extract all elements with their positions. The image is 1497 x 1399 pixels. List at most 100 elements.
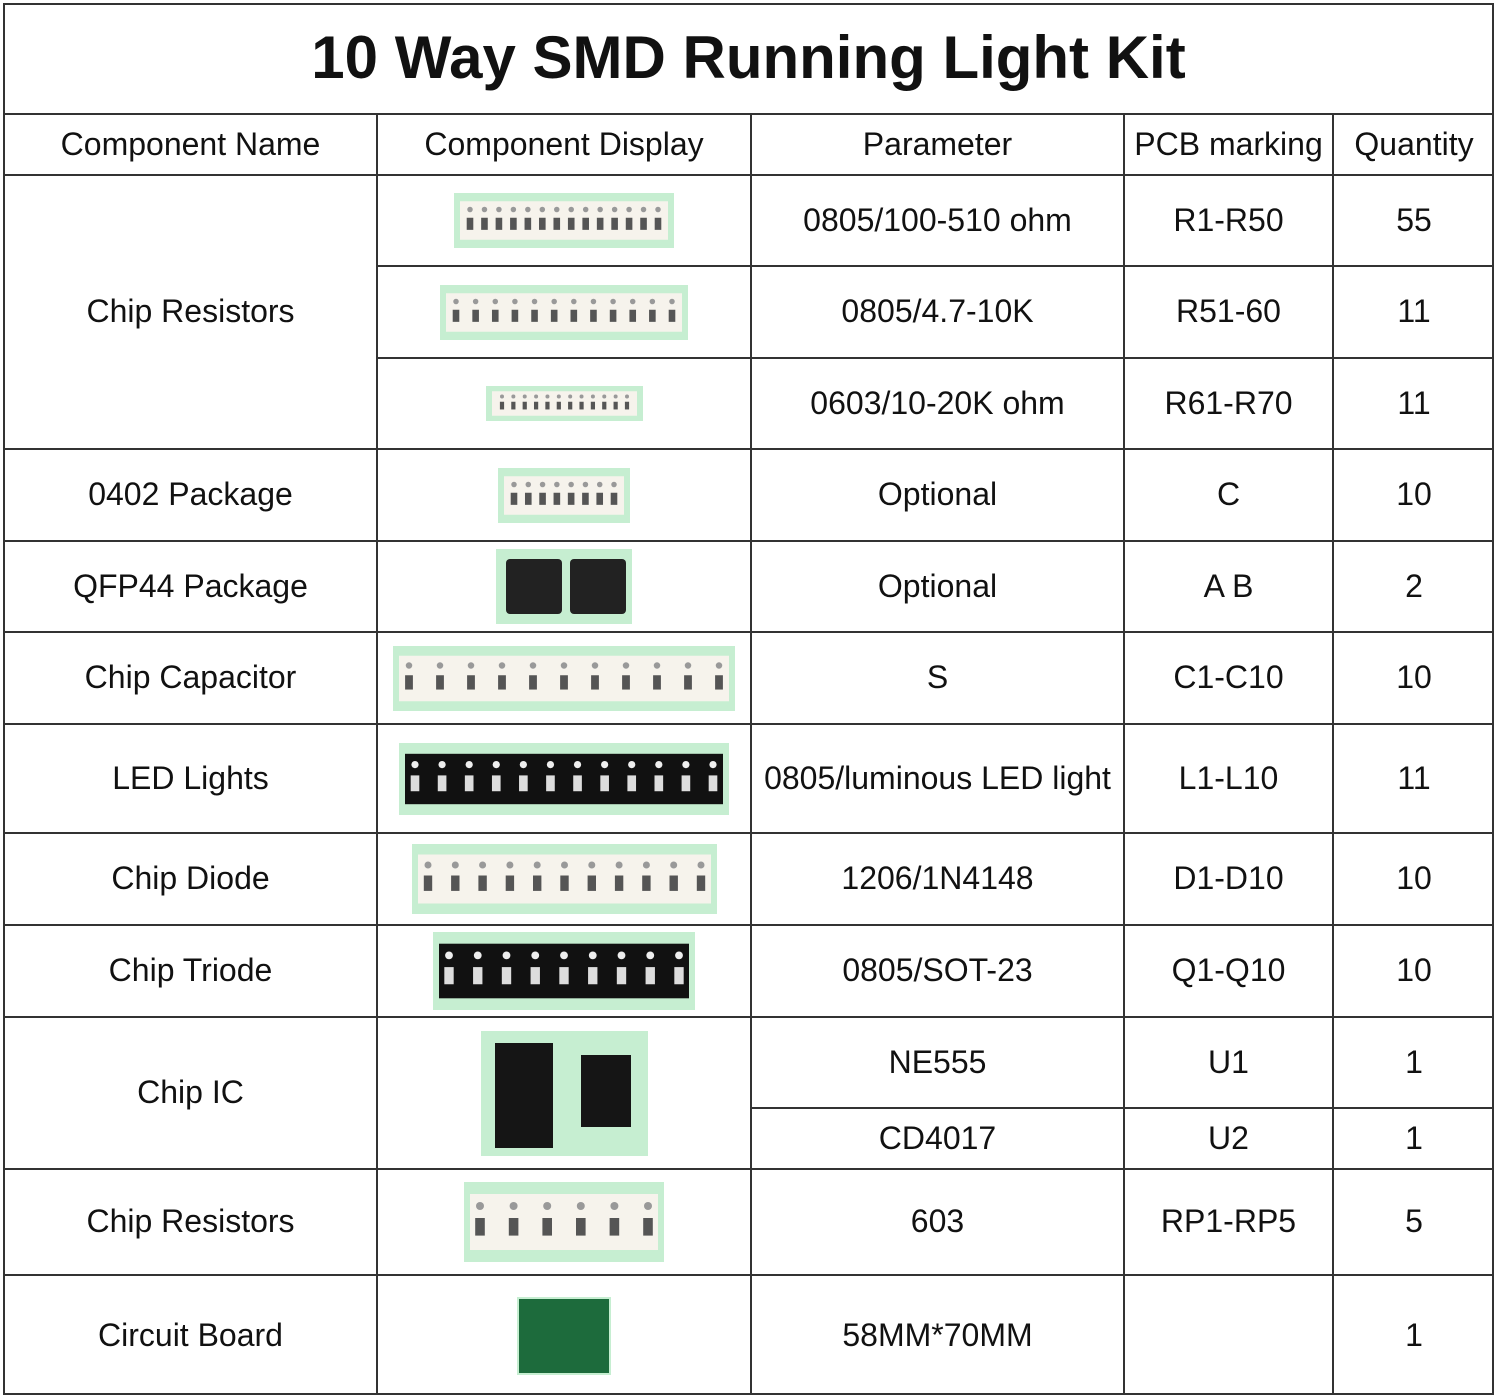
pcb-marking: Q1-Q10	[1123, 924, 1332, 1016]
hole	[498, 661, 506, 669]
hole	[502, 951, 511, 960]
component-display	[376, 1274, 750, 1395]
chip	[501, 967, 512, 985]
hole	[451, 861, 459, 869]
parameter: Optional	[750, 540, 1123, 631]
chip	[437, 774, 447, 791]
pcb-marking: A B	[1123, 540, 1332, 631]
chip	[641, 875, 651, 891]
chip	[654, 217, 662, 230]
qfp-chip	[506, 559, 562, 614]
parameter: 0805/luminous LED light	[750, 723, 1123, 832]
component-display	[376, 832, 750, 924]
hole	[543, 1202, 552, 1210]
component-name: Chip Triode	[3, 924, 376, 1016]
chip	[684, 674, 692, 690]
hole	[438, 760, 446, 768]
chip	[609, 1218, 620, 1236]
component-image	[440, 284, 688, 340]
chip	[588, 967, 598, 985]
hole	[525, 206, 531, 213]
component-image	[498, 467, 630, 523]
component-display	[376, 448, 750, 540]
hole	[496, 206, 502, 213]
hole	[684, 661, 692, 669]
hole	[478, 861, 486, 869]
chip	[510, 492, 518, 505]
component-display	[376, 265, 750, 357]
hole	[669, 861, 677, 869]
hole	[579, 394, 584, 399]
chip	[553, 217, 561, 230]
hole	[539, 206, 546, 213]
hole	[640, 206, 647, 213]
hole	[510, 206, 517, 213]
parameter: 603	[750, 1168, 1123, 1274]
chip	[708, 774, 718, 791]
hole	[544, 394, 549, 399]
hole	[436, 661, 444, 669]
header-cell: Component Display	[376, 113, 750, 174]
component-display	[376, 723, 750, 832]
chip	[511, 309, 519, 322]
title: 10 Way SMD Running Light Kit	[311, 24, 1186, 91]
hole	[525, 481, 532, 487]
pcb	[519, 1298, 609, 1373]
component-display	[376, 924, 750, 1016]
hole	[601, 760, 609, 768]
chip	[510, 217, 517, 230]
chip	[539, 492, 546, 505]
chip	[452, 309, 460, 322]
component-image	[454, 193, 674, 248]
hole	[505, 861, 513, 869]
component-display	[376, 357, 750, 448]
chip	[669, 875, 678, 891]
component-image	[399, 742, 729, 815]
chip	[410, 774, 420, 791]
pcb-marking: R51-60	[1123, 265, 1332, 357]
tape	[504, 475, 624, 515]
hole	[587, 861, 595, 869]
component-image	[393, 645, 735, 711]
header-cell: Parameter	[750, 113, 1123, 174]
chip	[464, 774, 474, 791]
hole	[610, 298, 616, 304]
parameter: 0805/SOT-23	[750, 924, 1123, 1016]
quantity: 1	[1332, 1274, 1494, 1395]
hole	[554, 481, 560, 487]
chip	[556, 401, 561, 410]
chip	[567, 492, 575, 505]
chip	[576, 1218, 586, 1236]
chip	[539, 217, 546, 230]
chip	[624, 401, 629, 410]
tape	[470, 1194, 658, 1250]
component-display	[376, 174, 750, 265]
hole	[610, 1202, 619, 1210]
pcb-marking: R61-R70	[1123, 357, 1332, 448]
hole	[405, 661, 413, 669]
chip	[582, 217, 589, 230]
chip	[532, 875, 541, 891]
chip	[696, 875, 705, 891]
hole	[588, 951, 597, 960]
hole	[597, 206, 603, 213]
hole	[655, 206, 661, 213]
quantity: 2	[1332, 540, 1494, 631]
chip	[553, 492, 561, 505]
hole	[554, 206, 560, 213]
hole	[669, 298, 675, 304]
parameter: 1206/1N4148	[750, 832, 1123, 924]
parameter: NE555	[750, 1016, 1123, 1107]
chip	[654, 774, 664, 791]
chip	[610, 492, 618, 505]
hole	[560, 951, 568, 960]
chip	[629, 309, 637, 322]
component-name: Chip Diode	[3, 832, 376, 924]
chip	[614, 875, 623, 891]
component-display	[376, 1168, 750, 1274]
quantity: 1	[1332, 1107, 1494, 1168]
quantity: 11	[1332, 723, 1494, 832]
chip	[645, 967, 655, 985]
chip	[542, 1218, 552, 1236]
